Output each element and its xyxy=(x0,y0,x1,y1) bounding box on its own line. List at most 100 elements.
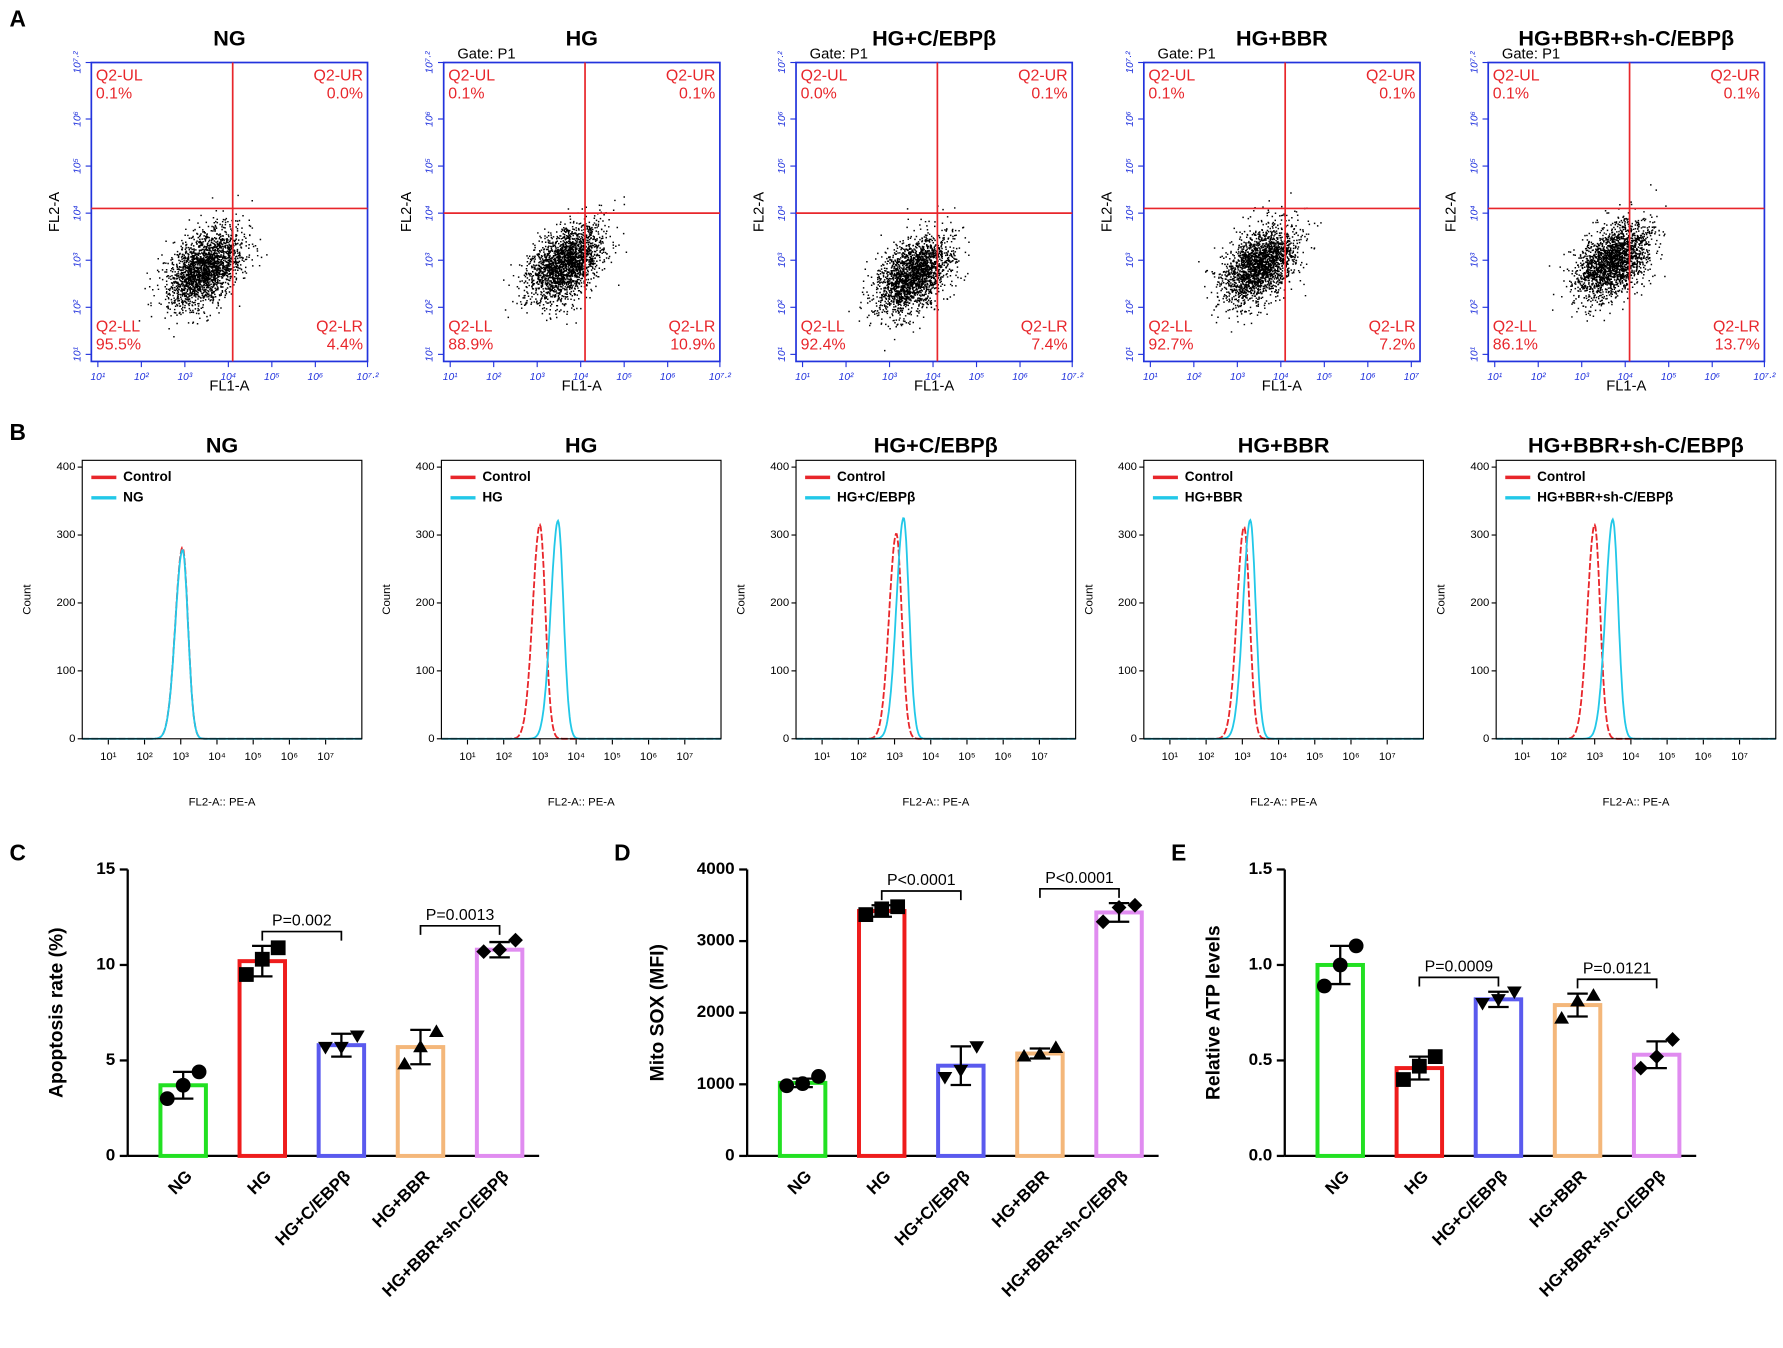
data-point xyxy=(1633,1060,1649,1076)
x-tick-label: HG+C/EBPβ xyxy=(1429,1167,1512,1250)
data-point xyxy=(476,944,492,959)
y-tick-label: 200 xyxy=(1470,597,1489,609)
x-tick-label: 10¹ xyxy=(795,372,810,383)
plot-title: NG xyxy=(206,432,238,457)
x-tick-label: NG xyxy=(165,1167,196,1198)
data-point xyxy=(175,1077,191,1093)
x-tick-label: 10⁶ xyxy=(1342,751,1359,763)
y-tick-label: 1.5 xyxy=(1249,859,1273,878)
data-point xyxy=(508,932,523,948)
data-point xyxy=(318,1041,333,1055)
x-tick-label: 10⁶ xyxy=(995,751,1012,763)
legend-label: HG+BBR xyxy=(1185,489,1243,504)
quadrant-name: Q2-LL xyxy=(96,319,140,336)
x-axis-label: FL2-A:: PE-A xyxy=(189,796,256,808)
data-point xyxy=(779,1078,795,1094)
data-point xyxy=(1016,1048,1032,1062)
x-tick-label: HG+BBR xyxy=(988,1167,1053,1232)
x-tick-label: 10¹ xyxy=(100,751,117,763)
x-tick-label: 10³ xyxy=(530,372,545,383)
histogram-curve xyxy=(796,517,1076,740)
plot-frame xyxy=(1142,61,1421,363)
data-point xyxy=(1348,938,1364,954)
y-tick-label: 0 xyxy=(725,1145,734,1164)
x-tick-label: 10⁶ xyxy=(1360,372,1376,383)
y-tick-label: 10² xyxy=(72,299,83,314)
event-cloud xyxy=(848,205,970,352)
histogram-curve xyxy=(82,549,362,740)
y-tick-label: 10⁴ xyxy=(1469,205,1480,221)
x-tick-label: 10⁶ xyxy=(281,751,298,763)
x-tick-label: 10⁴ xyxy=(922,751,940,763)
plot-title: HG+BBR xyxy=(1236,25,1328,50)
data-point xyxy=(159,1091,175,1107)
y-tick-label: 10⁵ xyxy=(1469,158,1480,174)
y-tick-label: 10¹ xyxy=(72,346,83,361)
bar xyxy=(316,1043,367,1158)
plot-frame xyxy=(1143,459,1424,740)
quadrant-name: Q2-LL xyxy=(448,319,492,336)
histogram-curve xyxy=(1496,523,1776,740)
histogram-curve xyxy=(1143,526,1424,740)
x-tick-label: 10¹ xyxy=(443,372,458,383)
data-point xyxy=(890,899,906,915)
quadrant-percent: 7.2% xyxy=(1379,337,1415,354)
y-tick-label: 10² xyxy=(1125,299,1136,314)
histogram-curve xyxy=(796,532,1076,740)
x-tick-label: 10³ xyxy=(1586,751,1603,763)
plot-frame xyxy=(795,61,1074,363)
x-tick-label: HG xyxy=(1401,1167,1432,1198)
y-axis-label: Count xyxy=(1436,584,1448,615)
quadrant-name: Q2-UL xyxy=(96,67,143,84)
x-tick-label: 10² xyxy=(850,751,867,763)
x-axis-label: FL1-A xyxy=(209,378,249,394)
data-point xyxy=(1649,1049,1665,1065)
x-axis-label: FL2-A:: PE-A xyxy=(1250,796,1317,808)
y-tick-label: 10⁵ xyxy=(1125,158,1136,174)
y-tick-label: 200 xyxy=(56,597,75,609)
histogram-curve xyxy=(441,518,722,740)
quadrant-percent: 0.1% xyxy=(1724,86,1760,103)
data-point xyxy=(811,1069,826,1084)
x-tick-label: HG+BBR xyxy=(369,1167,434,1232)
significance-label: P=0.0009 xyxy=(1425,958,1494,975)
x-axis-label: FL1-A xyxy=(914,378,954,394)
y-axis-label: Count xyxy=(735,584,747,615)
quadrant-name: Q2-UR xyxy=(313,67,363,84)
plot-title: HG+BBR+sh-C/EBPβ xyxy=(1528,432,1744,457)
x-tick-label: 10⁷·² xyxy=(1061,372,1084,383)
y-tick-label: 100 xyxy=(1118,665,1137,677)
data-point xyxy=(1586,988,1601,1001)
y-tick-label: 10² xyxy=(1469,299,1480,314)
quadrant-percent: 0.0% xyxy=(801,86,837,103)
x-tick-label: 10⁵ xyxy=(604,751,622,763)
quadrant-percent: 95.5% xyxy=(96,337,141,354)
plot-frame xyxy=(81,459,363,740)
significance-bracket xyxy=(1576,978,1658,989)
x-tick-label: 10⁴ xyxy=(1273,372,1289,383)
plot-title: NG xyxy=(213,25,245,50)
bar xyxy=(1015,1051,1065,1158)
x-tick-label: 10¹ xyxy=(1162,751,1179,763)
histogram-curve xyxy=(82,546,362,740)
bar xyxy=(857,909,907,1158)
y-tick-label: 100 xyxy=(416,665,435,677)
x-tick-label: 10⁷ xyxy=(1379,751,1396,763)
x-tick-label: 10¹ xyxy=(90,372,105,383)
x-tick-label: 10² xyxy=(1531,372,1546,383)
y-tick-label: 10² xyxy=(777,299,788,314)
x-tick-label: 10³ xyxy=(177,372,192,383)
y-tick-label: 0 xyxy=(428,733,434,745)
plot-frame xyxy=(1495,459,1777,740)
data-point xyxy=(1048,1040,1064,1053)
data-point xyxy=(349,1030,365,1044)
x-tick-label: 10¹ xyxy=(814,751,831,763)
quadrant-name: Q2-UR xyxy=(666,67,716,84)
y-tick-label: 300 xyxy=(1470,529,1489,541)
y-tick-label: 1000 xyxy=(697,1074,735,1093)
y-tick-label: 10³ xyxy=(1125,252,1136,267)
quadrant-name: Q2-UL xyxy=(1493,67,1540,84)
plot-title: HG+BBR+sh-C/EBPβ xyxy=(1518,25,1734,50)
plot-frame xyxy=(442,61,721,363)
y-axis-label: FL2-A xyxy=(47,192,63,232)
